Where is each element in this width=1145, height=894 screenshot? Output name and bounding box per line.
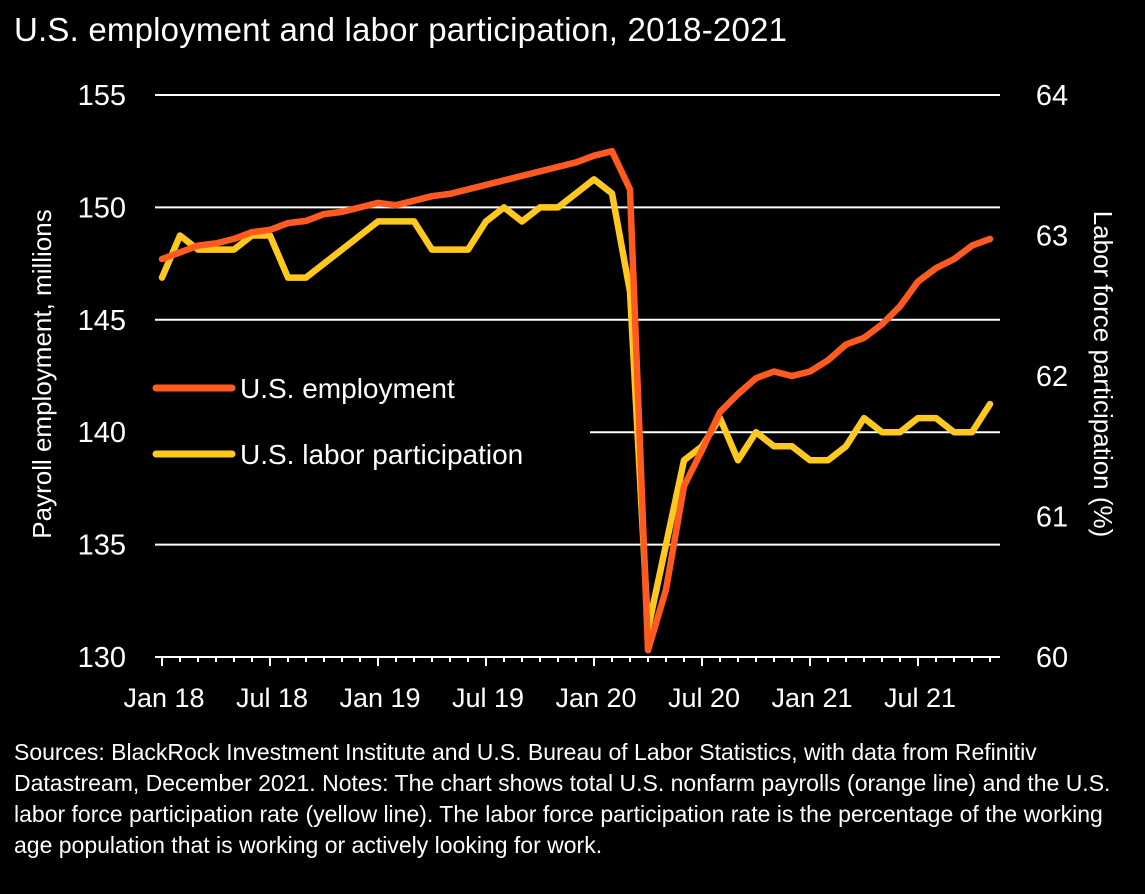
left-tick-label: 145 [78,305,126,337]
left-tick-label: 155 [78,80,126,112]
right-tick-label: 60 [1036,642,1068,674]
x-tick-label: Jan 21 [771,683,852,713]
legend: U.S. employment U.S. labor participation [150,368,590,480]
right-tick-label: 62 [1036,361,1068,393]
footnote: Sources: BlackRock Investment Institute … [14,739,1111,858]
right-axis-label: Labor force participation (%) [1088,211,1118,538]
series-line-participation [158,176,994,633]
x-tick-label: Jan 18 [123,683,204,713]
legend-label-participation: U.S. labor participation [240,439,523,470]
x-tick-label: Jul 18 [236,683,308,713]
right-tick-label: 61 [1036,502,1068,534]
chart-title: U.S. employment and labor participation,… [14,11,788,48]
left-tick-label: 130 [78,642,126,674]
series-lines [158,147,994,654]
x-tick-label: Jan 20 [555,683,636,713]
x-tick-label: Jul 20 [668,683,740,713]
right-tick-label: 64 [1036,80,1068,112]
left-tick-label: 135 [78,530,126,562]
x-tick-label: Jul 21 [884,683,956,713]
x-axis: Jan 18 Jul 18 Jan 19 Jul 19 Jan 20 Jul 20 Jan … [123,656,1000,713]
left-tick-label: 140 [78,417,126,449]
x-tick-label: Jan 19 [339,683,420,713]
series-line-employment [158,147,994,654]
left-axis-label: Payroll employment, millions [27,209,57,538]
left-tick-label: 150 [78,192,126,224]
x-tick-label: Jul 19 [452,683,524,713]
left-axis-tick-labels: 130 135 140 145 150 155 [78,80,126,674]
right-tick-label: 63 [1036,221,1068,253]
right-axis-tick-labels: 60 61 62 63 64 [1036,80,1068,674]
legend-label-employment: U.S. employment [240,373,455,404]
